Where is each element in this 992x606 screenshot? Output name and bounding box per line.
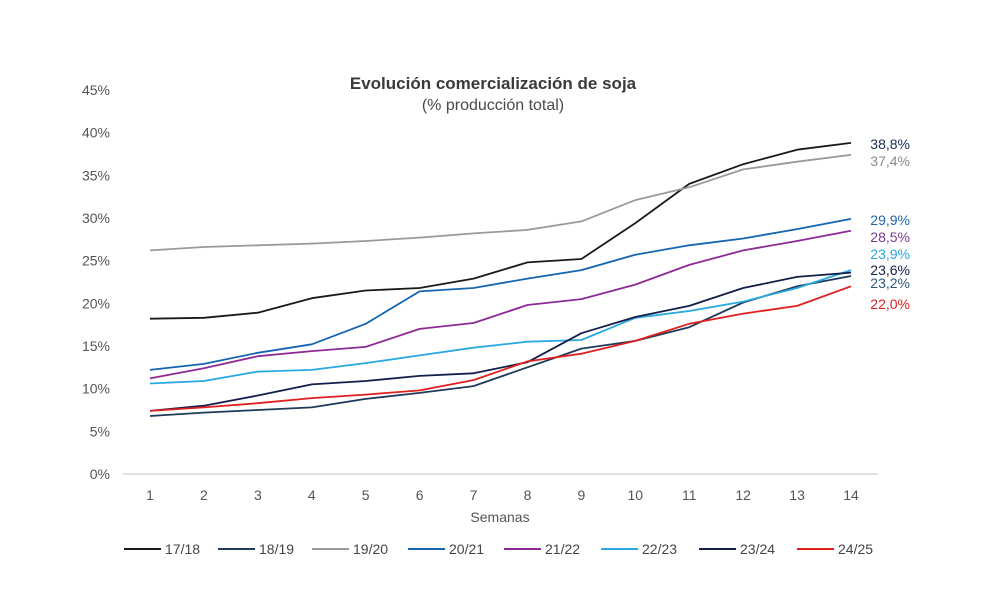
series-line-22-23 [149, 269, 852, 385]
legend-item-22-23: 22/23 [601, 541, 677, 557]
x-tick-label: 4 [308, 487, 316, 503]
chart-subtitle: (% producción total) [422, 97, 564, 114]
series-line-19-20 [149, 154, 852, 252]
x-tick-label: 12 [735, 487, 751, 503]
end-value-label: 23,2% [870, 275, 910, 291]
legend-label: 20/21 [449, 541, 484, 557]
legend-label: 18/19 [259, 541, 294, 557]
legend-label: 17/18 [165, 541, 200, 557]
legend-label: 22/23 [642, 541, 677, 557]
end-value-label: 37,4% [870, 153, 910, 169]
series-lines [149, 142, 852, 417]
series-line-20-21 [149, 218, 852, 371]
y-tick-label: 40% [82, 125, 110, 141]
series-line-17-18 [149, 142, 852, 320]
y-tick-label: 20% [82, 295, 110, 311]
legend-label: 23/24 [740, 541, 775, 557]
legend-item-23-24: 23/24 [699, 541, 775, 557]
x-tick-label: 2 [200, 487, 208, 503]
legend: 17/18 18/19 19/20 20/21 21/22 22/23 23/24 24/25 [124, 541, 873, 557]
x-axis-label: Semanas [470, 509, 529, 525]
legend-item-21-22: 21/22 [504, 541, 580, 557]
x-tick-label: 13 [789, 487, 805, 503]
y-tick-label: 35% [82, 167, 110, 183]
end-value-label: 28,5% [870, 229, 910, 245]
chart-title: Evolución comercialización de soja [350, 74, 637, 93]
legend-item-19-20: 19/20 [312, 541, 388, 557]
end-value-label: 29,9% [870, 212, 910, 228]
series-line-24-25 [149, 285, 852, 412]
legend-item-20-21: 20/21 [408, 541, 484, 557]
legend-label: 24/25 [838, 541, 873, 557]
end-value-label: 23,6% [870, 262, 910, 278]
y-tick-label: 30% [82, 210, 110, 226]
x-tick-label: 6 [416, 487, 424, 503]
legend-label: 19/20 [353, 541, 388, 557]
legend-item-24-25: 24/25 [797, 541, 873, 557]
y-tick-label: 15% [82, 338, 110, 354]
x-tick-label: 3 [254, 487, 262, 503]
end-value-label: 38,8% [870, 136, 910, 152]
x-tick-label: 5 [362, 487, 370, 503]
x-axis-ticks: 1 2 3 4 5 6 7 8 9 10 11 12 13 14 [146, 487, 859, 503]
end-value-label: 23,9% [870, 246, 910, 262]
y-tick-label: 10% [82, 381, 110, 397]
y-axis-ticks: 0% 5% 10% 15% 20% 25% 30% 35% 40% 45% [82, 82, 110, 482]
x-tick-label: 7 [470, 487, 478, 503]
x-tick-label: 1 [146, 487, 154, 503]
series-line-18-19 [149, 275, 852, 417]
x-tick-label: 8 [524, 487, 532, 503]
y-tick-label: 25% [82, 253, 110, 269]
x-tick-label: 11 [682, 487, 697, 503]
legend-item-17-18: 17/18 [124, 541, 200, 557]
y-tick-label: 0% [90, 466, 110, 482]
y-tick-label: 5% [90, 423, 110, 439]
legend-label: 21/22 [545, 541, 580, 557]
end-value-label: 22,0% [870, 296, 910, 312]
x-tick-label: 10 [628, 487, 644, 503]
series-line-23-24 [149, 271, 852, 412]
y-tick-label: 45% [82, 82, 110, 98]
x-tick-label: 14 [843, 487, 859, 503]
end-labels: 38,8%37,4% 29,9%28,5%23,9%23,6%23,2% 22,0% [870, 136, 910, 312]
legend-item-18-19: 18/19 [218, 541, 294, 557]
x-tick-label: 9 [577, 487, 585, 503]
series-line-21-22 [149, 229, 852, 380]
